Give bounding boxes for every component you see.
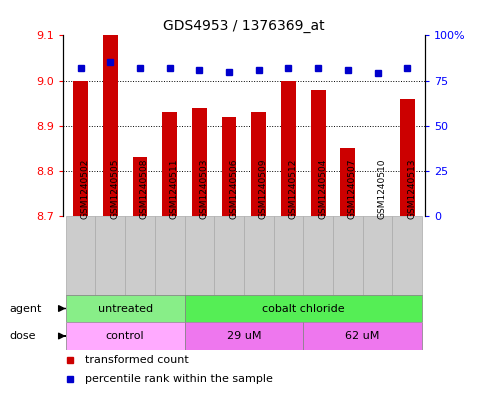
Bar (244, 216, 273, 295)
Text: 29 uM: 29 uM (227, 331, 261, 341)
Text: GSM1240507: GSM1240507 (348, 158, 357, 219)
Text: GSM1240506: GSM1240506 (229, 158, 238, 219)
Text: dose: dose (10, 331, 36, 341)
Text: GSM1240504: GSM1240504 (318, 158, 327, 219)
Text: 62 uM: 62 uM (345, 331, 380, 341)
Text: GSM1240510: GSM1240510 (378, 158, 386, 219)
Bar (303, 216, 333, 295)
Bar (214, 216, 244, 295)
Title: GDS4953 / 1376369_at: GDS4953 / 1376369_at (163, 19, 325, 33)
Bar (185, 216, 214, 295)
Bar (303, 322, 422, 350)
Text: cobalt chloride: cobalt chloride (262, 303, 344, 314)
Bar (311, 90, 326, 216)
Text: GSM1240509: GSM1240509 (259, 158, 268, 219)
Text: untreated: untreated (98, 303, 153, 314)
Text: GSM1240503: GSM1240503 (199, 158, 208, 219)
Text: GSM1240508: GSM1240508 (140, 158, 149, 219)
Bar (281, 81, 296, 216)
Bar (96, 216, 125, 295)
Bar (132, 157, 147, 216)
Text: percentile rank within the sample: percentile rank within the sample (85, 374, 272, 384)
Bar (273, 216, 303, 295)
Text: control: control (106, 331, 144, 341)
Bar (66, 216, 96, 295)
Text: GSM1240512: GSM1240512 (288, 158, 298, 219)
Bar (363, 216, 392, 295)
Text: GSM1240502: GSM1240502 (81, 158, 90, 219)
Bar (162, 112, 177, 216)
Bar (251, 112, 266, 216)
Bar (341, 148, 355, 216)
Bar (222, 117, 237, 216)
Bar (103, 35, 118, 216)
Bar (333, 216, 363, 295)
Bar (392, 216, 422, 295)
Bar (125, 216, 155, 295)
Bar (73, 81, 88, 216)
Bar (185, 295, 422, 322)
Text: agent: agent (10, 303, 42, 314)
Text: GSM1240513: GSM1240513 (407, 158, 416, 219)
Bar (66, 295, 185, 322)
Bar (185, 322, 303, 350)
Bar (155, 216, 185, 295)
Bar (66, 322, 185, 350)
Bar (400, 99, 414, 216)
Text: transformed count: transformed count (85, 354, 188, 365)
Bar (192, 108, 207, 216)
Text: GSM1240505: GSM1240505 (110, 158, 119, 219)
Text: GSM1240511: GSM1240511 (170, 158, 179, 219)
